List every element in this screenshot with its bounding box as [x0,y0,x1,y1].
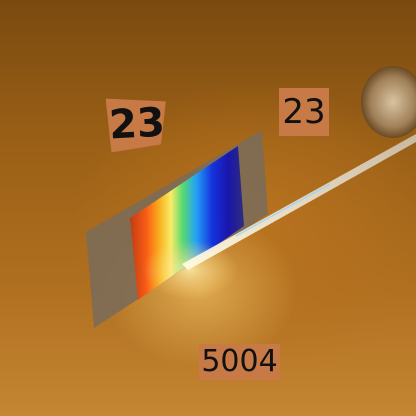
lamp [361,66,416,138]
label-right: 23 [279,88,329,136]
label-left: 23 [106,95,169,152]
beam-blue-edge [235,183,331,237]
label-bottom: 5004 [199,344,280,380]
